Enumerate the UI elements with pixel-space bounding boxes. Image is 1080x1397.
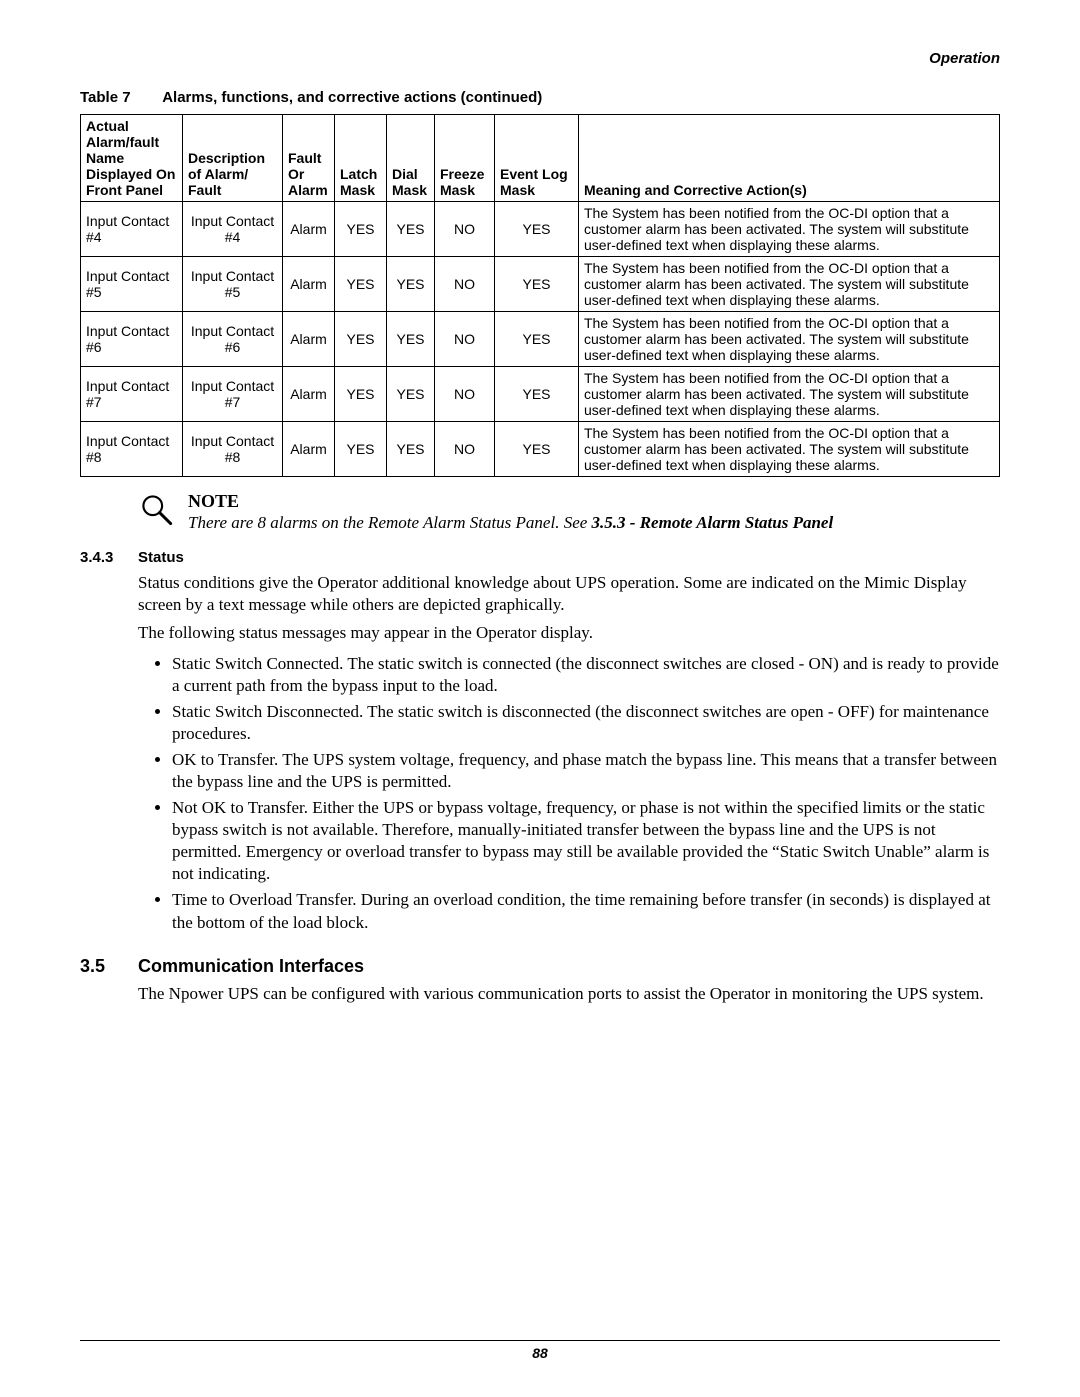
table-cell: Input Contact #8 bbox=[81, 422, 183, 477]
table-cell: YES bbox=[387, 422, 435, 477]
table-cell: NO bbox=[435, 422, 495, 477]
col-header: Fault Or Alarm bbox=[283, 115, 335, 202]
page-container: Operation Table 7 Alarms, functions, and… bbox=[0, 0, 1080, 1397]
table-cell: Input Contact #6 bbox=[81, 312, 183, 367]
list-item: Static Switch Disconnected. The static s… bbox=[172, 701, 1000, 745]
table-row: Input Contact #4Input Contact #4AlarmYES… bbox=[81, 202, 1000, 257]
table-cell: YES bbox=[495, 422, 579, 477]
table-row: Input Contact #7Input Contact #7AlarmYES… bbox=[81, 367, 1000, 422]
table-cell: YES bbox=[387, 367, 435, 422]
list-item: Not OK to Transfer. Either the UPS or by… bbox=[172, 797, 1000, 885]
footer-rule bbox=[80, 1340, 1000, 1341]
table-cell: Input Contact #5 bbox=[81, 257, 183, 312]
list-item: Time to Overload Transfer. During an ove… bbox=[172, 889, 1000, 933]
table-cell: Alarm bbox=[283, 422, 335, 477]
table-cell: Input Contact #4 bbox=[81, 202, 183, 257]
note-body: There are 8 alarms on the Remote Alarm S… bbox=[188, 512, 990, 533]
table-cell: NO bbox=[435, 367, 495, 422]
col-header: Latch Mask bbox=[335, 115, 387, 202]
table-cell: The System has been notified from the OC… bbox=[579, 367, 1000, 422]
list-item: OK to Transfer. The UPS system voltage, … bbox=[172, 749, 1000, 793]
section-heading: 3.5 Communication Interfaces bbox=[80, 956, 1000, 977]
table-cell: NO bbox=[435, 312, 495, 367]
col-header: Meaning and Corrective Action(s) bbox=[579, 115, 1000, 202]
table-row: Input Contact #6Input Contact #6AlarmYES… bbox=[81, 312, 1000, 367]
table-cell: YES bbox=[387, 312, 435, 367]
table-cell: YES bbox=[335, 312, 387, 367]
table-row: Input Contact #5Input Contact #5AlarmYES… bbox=[81, 257, 1000, 312]
table-cell: The System has been notified from the OC… bbox=[579, 202, 1000, 257]
table-cell: Input Contact #4 bbox=[183, 202, 283, 257]
table-title: Alarms, functions, and corrective action… bbox=[162, 89, 542, 106]
note-prefix: There are 8 alarms on the Remote Alarm S… bbox=[188, 513, 592, 532]
table-row: Input Contact #8Input Contact #8AlarmYES… bbox=[81, 422, 1000, 477]
col-header: Description of Alarm/ Fault bbox=[183, 115, 283, 202]
status-list: Static Switch Connected. The static swit… bbox=[150, 653, 1000, 934]
table-cell: The System has been notified from the OC… bbox=[579, 422, 1000, 477]
table-cell: YES bbox=[387, 202, 435, 257]
table-cell: YES bbox=[495, 202, 579, 257]
table-cell: YES bbox=[335, 202, 387, 257]
note-block: NOTE There are 8 alarms on the Remote Al… bbox=[140, 491, 990, 533]
table-number: Table 7 bbox=[80, 89, 131, 106]
table-cell: NO bbox=[435, 257, 495, 312]
paragraph: Status conditions give the Operator addi… bbox=[138, 572, 1000, 616]
table-cell: Input Contact #7 bbox=[183, 367, 283, 422]
table-cell: Alarm bbox=[283, 202, 335, 257]
table-cell: YES bbox=[387, 257, 435, 312]
table-cell: YES bbox=[495, 257, 579, 312]
page-number: 88 bbox=[0, 1345, 1080, 1361]
table-cell: Alarm bbox=[283, 257, 335, 312]
table-caption: Table 7 Alarms, functions, and correctiv… bbox=[80, 89, 1000, 106]
table-cell: Input Contact #5 bbox=[183, 257, 283, 312]
table-cell: Alarm bbox=[283, 312, 335, 367]
note-title: NOTE bbox=[188, 491, 990, 512]
col-header: Actual Alarm/fault Name Displayed On Fro… bbox=[81, 115, 183, 202]
paragraph: The Npower UPS can be configured with va… bbox=[138, 983, 1000, 1005]
table-cell: Input Contact #8 bbox=[183, 422, 283, 477]
subsection-number: 3.4.3 bbox=[80, 549, 138, 566]
magnifier-icon bbox=[140, 493, 174, 532]
table-cell: YES bbox=[335, 422, 387, 477]
table-cell: NO bbox=[435, 202, 495, 257]
col-header: Dial Mask bbox=[387, 115, 435, 202]
note-bold: 3.5.3 - Remote Alarm Status Panel bbox=[592, 513, 834, 532]
table-cell: YES bbox=[335, 257, 387, 312]
col-header: Event Log Mask bbox=[495, 115, 579, 202]
section-number: 3.5 bbox=[80, 956, 138, 977]
table-cell: Input Contact #6 bbox=[183, 312, 283, 367]
table-cell: YES bbox=[335, 367, 387, 422]
section-title: Communication Interfaces bbox=[138, 956, 364, 977]
subsection-heading: 3.4.3 Status bbox=[80, 549, 1000, 566]
table-header-row: Actual Alarm/fault Name Displayed On Fro… bbox=[81, 115, 1000, 202]
alarm-table: Actual Alarm/fault Name Displayed On Fro… bbox=[80, 114, 1000, 477]
table-cell: Alarm bbox=[283, 367, 335, 422]
subsection-title: Status bbox=[138, 549, 184, 566]
col-header: Freeze Mask bbox=[435, 115, 495, 202]
table-cell: The System has been notified from the OC… bbox=[579, 257, 1000, 312]
table-cell: YES bbox=[495, 312, 579, 367]
list-item: Static Switch Connected. The static swit… bbox=[172, 653, 1000, 697]
header-label: Operation bbox=[80, 50, 1000, 67]
table-cell: The System has been notified from the OC… bbox=[579, 312, 1000, 367]
note-text: NOTE There are 8 alarms on the Remote Al… bbox=[188, 491, 990, 533]
paragraph: The following status messages may appear… bbox=[138, 622, 1000, 644]
table-cell: Input Contact #7 bbox=[81, 367, 183, 422]
table-cell: YES bbox=[495, 367, 579, 422]
